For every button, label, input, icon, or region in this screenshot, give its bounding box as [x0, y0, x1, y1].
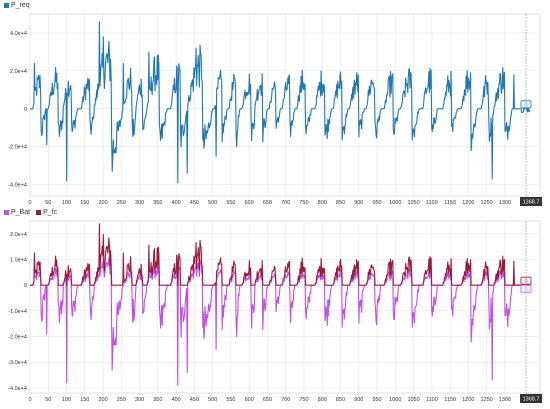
y-tick-label: 1.0e+4: [10, 258, 27, 264]
x-tick-label: 1250: [481, 200, 493, 206]
x-tick-label: 500: [208, 397, 217, 403]
x-tick-label: 800: [318, 397, 327, 403]
y-tick-label: 4.0e+4: [10, 31, 27, 37]
x-tick-label: 350: [153, 397, 162, 403]
plot-area: [29, 220, 541, 394]
x-tick-label: 1150: [444, 200, 456, 206]
x-tick-label: 950: [372, 200, 381, 206]
x-tick-label: 600: [245, 200, 254, 206]
x-tick-label: 850: [336, 397, 345, 403]
cursor-time-label: 1368.7: [523, 200, 540, 206]
x-tick-label: 50: [45, 397, 51, 403]
x-tick-label: 250: [117, 200, 126, 206]
plot-area: [29, 13, 541, 197]
x-tick-label: 1200: [462, 397, 474, 403]
y-tick-label: -3.0e+4: [8, 360, 27, 366]
x-tick-label: 650: [263, 397, 272, 403]
x-tick-label: 1250: [481, 397, 493, 403]
y-tick-label: -4.0e+4: [8, 183, 27, 189]
x-tick-label: 100: [62, 397, 71, 403]
top-plot-panel: P_req 0 50 100 150 200 250 300 350 400 450 500 550 6…: [0, 0, 550, 206]
x-tick-label: 400: [172, 200, 181, 206]
y-tick-label: 2.0e+4: [10, 232, 27, 238]
x-tick-label: 900: [354, 200, 363, 206]
cursor-time-badge: [520, 394, 542, 403]
x-tick-label: 350: [153, 200, 162, 206]
x-tick-label: 550: [226, 200, 235, 206]
x-tick-label: 450: [190, 397, 199, 403]
x-tick-label: 900: [354, 397, 363, 403]
x-tick-label: 750: [299, 397, 308, 403]
x-tick-label: 1100: [426, 200, 438, 206]
x-tick-label: 950: [372, 397, 381, 403]
x-tick-label: 150: [80, 200, 89, 206]
x-tick-label: 1050: [407, 397, 419, 403]
x-tick-label: 50: [45, 200, 51, 206]
x-tick-label: 1300: [499, 200, 511, 206]
x-tick-label: 550: [226, 397, 235, 403]
x-tick-label: 1000: [389, 200, 401, 206]
x-tick-label: 700: [281, 200, 290, 206]
x-tick-label: 0: [28, 200, 31, 206]
cursor-time-label: 1368.7: [523, 397, 540, 403]
series-p-fc: [30, 223, 530, 286]
bottom-plot-panel: P_Bat P_fc 0 50 100 150 200 250 300 350 400 450 50…: [0, 207, 550, 409]
x-tick-label: 600: [245, 397, 254, 403]
x-tick-label: 300: [135, 200, 144, 206]
x-tick-label: 1200: [462, 200, 474, 206]
x-tick-label: 1050: [407, 200, 419, 206]
x-tick-label: 150: [80, 397, 89, 403]
legend-swatch-p-req: [4, 3, 9, 8]
y-tick-label: 0: [24, 107, 27, 113]
y-tick-label: 2.0e+4: [10, 69, 27, 75]
x-tick-label: 200: [98, 200, 107, 206]
cursor-time-badge: [520, 197, 542, 206]
x-tick-label: 400: [172, 397, 181, 403]
series-p-req: [30, 21, 531, 184]
legend-item-p-fc[interactable]: P_fc: [36, 209, 57, 216]
cursor-marker-label: 0: [524, 287, 527, 293]
cursor-marker-label: 0: [524, 102, 527, 108]
y-tick-label: -1.0e+4: [8, 309, 27, 315]
legend-swatch-p-bat: [4, 210, 9, 215]
x-tick-label: 850: [336, 200, 345, 206]
legend-label-p-fc: P_fc: [43, 209, 58, 216]
x-tick-label: 1000: [389, 397, 401, 403]
x-tick-label: 450: [190, 200, 199, 206]
legend-item-p-req[interactable]: P_req: [4, 2, 30, 9]
legend-label-p-bat: P_Bat: [11, 209, 31, 216]
y-tick-label: 0: [24, 283, 27, 289]
top-plot-svg[interactable]: 0 50 100 150 200 250 300 350 400 450 500 550 600 650 7…: [0, 0, 550, 206]
x-tick-label: 1150: [444, 397, 456, 403]
x-tick-label: 100: [62, 200, 71, 206]
top-legend: P_req: [4, 2, 30, 9]
x-tick-label: 650: [263, 200, 272, 206]
y-tick-label: -2.0e+4: [8, 145, 27, 151]
y-tick-label: -2.0e+4: [8, 335, 27, 341]
x-tick-label: 1100: [426, 397, 438, 403]
legend-label-p-req: P_req: [11, 2, 30, 9]
x-tick-label: 200: [98, 397, 107, 403]
cursor-marker: [520, 100, 532, 109]
x-tick-label: 800: [318, 200, 327, 206]
series-p-bat: [30, 249, 531, 386]
x-tick-label: 1300: [499, 397, 511, 403]
bottom-legend: P_Bat P_fc: [4, 209, 57, 216]
x-tick-label: 700: [281, 397, 290, 403]
x-tick-label: 750: [299, 200, 308, 206]
cursor-marker-label: 0: [524, 279, 527, 285]
bottom-plot-svg[interactable]: 0 50 100 150 200 250 300 350 400 450 500 550 600 650 7…: [0, 207, 550, 409]
x-tick-label: 500: [208, 200, 217, 206]
x-tick-label: 250: [117, 397, 126, 403]
cursor-marker: [520, 276, 532, 285]
legend-item-p-bat[interactable]: P_Bat: [4, 209, 30, 216]
y-tick-label: -4.0e+4: [8, 386, 27, 392]
legend-swatch-p-fc: [36, 210, 42, 215]
cursor-marker: [520, 284, 532, 293]
x-tick-label: 300: [135, 397, 144, 403]
x-tick-label: 0: [28, 397, 31, 403]
